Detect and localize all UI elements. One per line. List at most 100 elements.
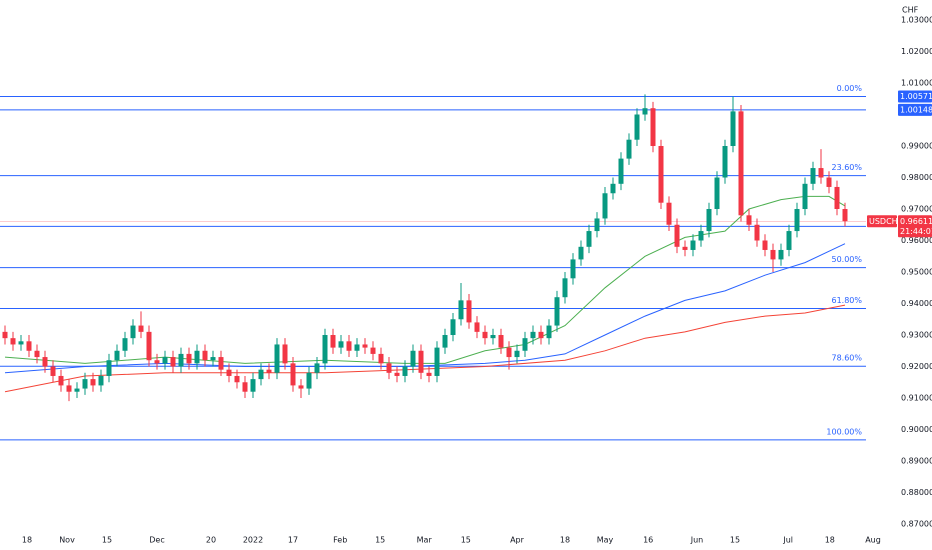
countdown: 21:44:01 xyxy=(900,227,932,236)
price-box xyxy=(898,90,932,103)
y-tick-label: 1.02000 xyxy=(901,47,932,56)
candle-body xyxy=(50,366,56,376)
candle-body xyxy=(98,375,104,386)
y-tick-label: 0.99000 xyxy=(901,142,932,151)
candle-body xyxy=(810,168,816,184)
candle-body xyxy=(642,108,648,115)
x-tick-label: 18 xyxy=(825,536,835,545)
x-tick-label: 17 xyxy=(288,536,298,545)
y-tick-label: 0.98000 xyxy=(901,173,932,182)
price-box xyxy=(898,103,932,116)
x-tick-label: Feb xyxy=(333,536,347,545)
fib-label: 0.00% xyxy=(837,84,863,93)
y-tick-label: 0.87000 xyxy=(901,520,932,529)
candle-body xyxy=(514,350,520,358)
candle-body xyxy=(658,146,664,203)
candle-body xyxy=(74,388,80,392)
y-tick-label: 0.93000 xyxy=(901,331,932,340)
candle-body xyxy=(242,382,248,392)
symbol-box xyxy=(867,215,897,228)
candle-body xyxy=(274,344,280,373)
fib-label: 23.60% xyxy=(831,163,862,172)
candle-body xyxy=(162,357,168,364)
candle-body xyxy=(594,218,600,232)
fib-label: 100.00% xyxy=(826,427,862,436)
candle-body xyxy=(202,350,208,361)
candle-body xyxy=(474,322,480,332)
x-tick-label: May xyxy=(597,536,614,545)
candle-body xyxy=(562,278,568,298)
candle-body xyxy=(354,344,360,351)
candle-body xyxy=(386,363,392,373)
y-tick-label: 0.94000 xyxy=(901,299,932,308)
candle-body xyxy=(106,360,112,376)
fib-label: 78.60% xyxy=(831,354,862,363)
candle-body xyxy=(330,335,336,348)
last-price-label: 0.96611 xyxy=(900,217,932,226)
x-tick-label: 15 xyxy=(102,536,112,545)
candle-body xyxy=(154,360,160,364)
y-tick-label: 1.03000 xyxy=(901,16,932,25)
candle-body xyxy=(466,300,472,323)
candle-body xyxy=(90,379,96,386)
candle-body xyxy=(338,341,344,348)
fib-label: 61.80% xyxy=(831,296,862,305)
candle-body xyxy=(818,168,824,178)
candle-body xyxy=(290,363,296,386)
candle-body xyxy=(738,111,744,216)
x-tick-label: 18 xyxy=(22,536,32,545)
candle-body xyxy=(394,372,400,376)
candle-body xyxy=(82,379,88,389)
candle-body xyxy=(186,353,192,364)
candle-body xyxy=(762,240,768,250)
candle-body xyxy=(618,158,624,184)
x-tick-label: 20 xyxy=(206,536,216,545)
candle-body xyxy=(138,325,144,332)
candle-body xyxy=(282,344,288,364)
x-tick-label: Mar xyxy=(417,536,433,545)
y-tick-label: 0.90000 xyxy=(901,425,932,434)
candle-body xyxy=(506,347,512,358)
candle-body xyxy=(18,341,24,345)
candle-body xyxy=(10,338,16,345)
candle-body xyxy=(402,366,408,376)
candle-body xyxy=(194,350,200,364)
candle-body xyxy=(378,353,384,364)
candle-body xyxy=(650,108,656,147)
candle-body xyxy=(234,375,240,383)
price-box-label: 1.00148 xyxy=(900,105,932,114)
symbol-label: USDCHF xyxy=(869,217,903,226)
candle-body xyxy=(58,375,64,386)
candle-body xyxy=(842,209,848,222)
candle-body xyxy=(442,335,448,348)
candle-body xyxy=(498,335,504,348)
candle-body xyxy=(362,344,368,348)
y-tick-label: 1.01000 xyxy=(901,79,932,88)
candle-body xyxy=(410,350,416,367)
candle-body xyxy=(794,209,800,232)
candle-body xyxy=(482,331,488,339)
candle-body xyxy=(570,259,576,279)
price-box-label: 1.00571 xyxy=(900,92,932,101)
candle-body xyxy=(178,353,184,367)
candle-body xyxy=(626,139,632,159)
candle-body xyxy=(786,231,792,250)
candle-body xyxy=(530,331,536,339)
candle-body xyxy=(522,338,528,351)
x-tick-label: Aug xyxy=(865,536,881,545)
moving-average xyxy=(4,304,846,393)
x-tick-label: Dec xyxy=(149,536,164,545)
x-tick-label: Jun xyxy=(690,536,704,545)
candle-body xyxy=(834,186,840,210)
candle-body xyxy=(426,372,432,376)
x-tick-label: Nov xyxy=(59,536,75,545)
fib-label: 50.00% xyxy=(831,255,862,264)
candle-body xyxy=(746,215,752,225)
moving-average xyxy=(4,195,846,364)
y-tick-label: 0.96000 xyxy=(901,236,932,245)
candle-body xyxy=(714,177,720,210)
y-tick-label: 0.95000 xyxy=(901,268,932,277)
x-tick-label: 2022 xyxy=(243,536,263,545)
x-tick-label: Apr xyxy=(510,536,525,545)
